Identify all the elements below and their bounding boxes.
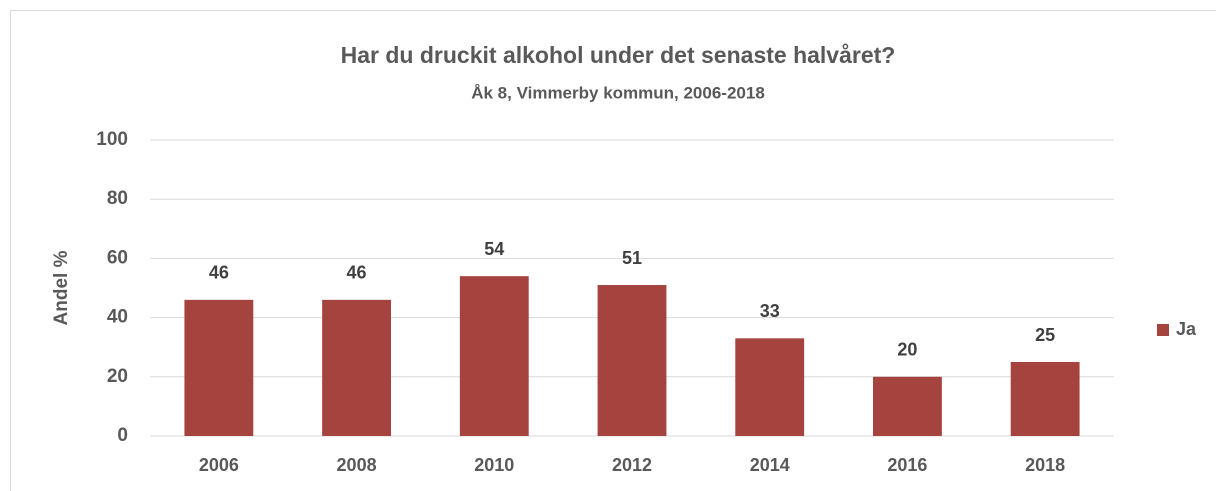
x-tick-label: 2014 [750,455,790,475]
bar [459,276,529,436]
bar [873,376,942,436]
legend-swatch [1157,324,1169,336]
data-label: 25 [1035,325,1055,345]
bar [735,338,805,436]
y-tick-label: 60 [107,247,128,268]
y-axis-title: Andel % [51,250,72,325]
x-tick-label: 2010 [474,455,514,475]
y-tick-label: 20 [107,366,128,387]
x-tick-label: 2008 [337,455,377,475]
y-tick-label: 80 [107,188,128,209]
data-label: 46 [209,263,229,283]
x-tick-label: 2012 [612,455,652,475]
chart-subtitle: Åk 8, Vimmerby kommun, 2006-2018 [471,83,765,102]
bar [1010,362,1080,436]
y-tick-label: 0 [117,425,128,446]
bar [322,299,391,436]
chart-title: Har du druckit alkohol under det senaste… [341,42,896,68]
data-label: 54 [484,239,504,259]
y-tick-label: 40 [107,307,128,328]
data-label: 20 [897,340,917,360]
bar [184,299,254,436]
data-label: 51 [622,248,642,268]
legend-label: Ja [1176,319,1197,339]
x-tick-label: 2006 [199,455,239,475]
bar [597,285,667,436]
x-tick-label: 2016 [887,455,927,475]
x-tick-label: 2018 [1025,455,1065,475]
data-label: 46 [347,263,367,283]
y-tick-label: 100 [96,129,128,150]
data-label: 33 [760,301,780,321]
